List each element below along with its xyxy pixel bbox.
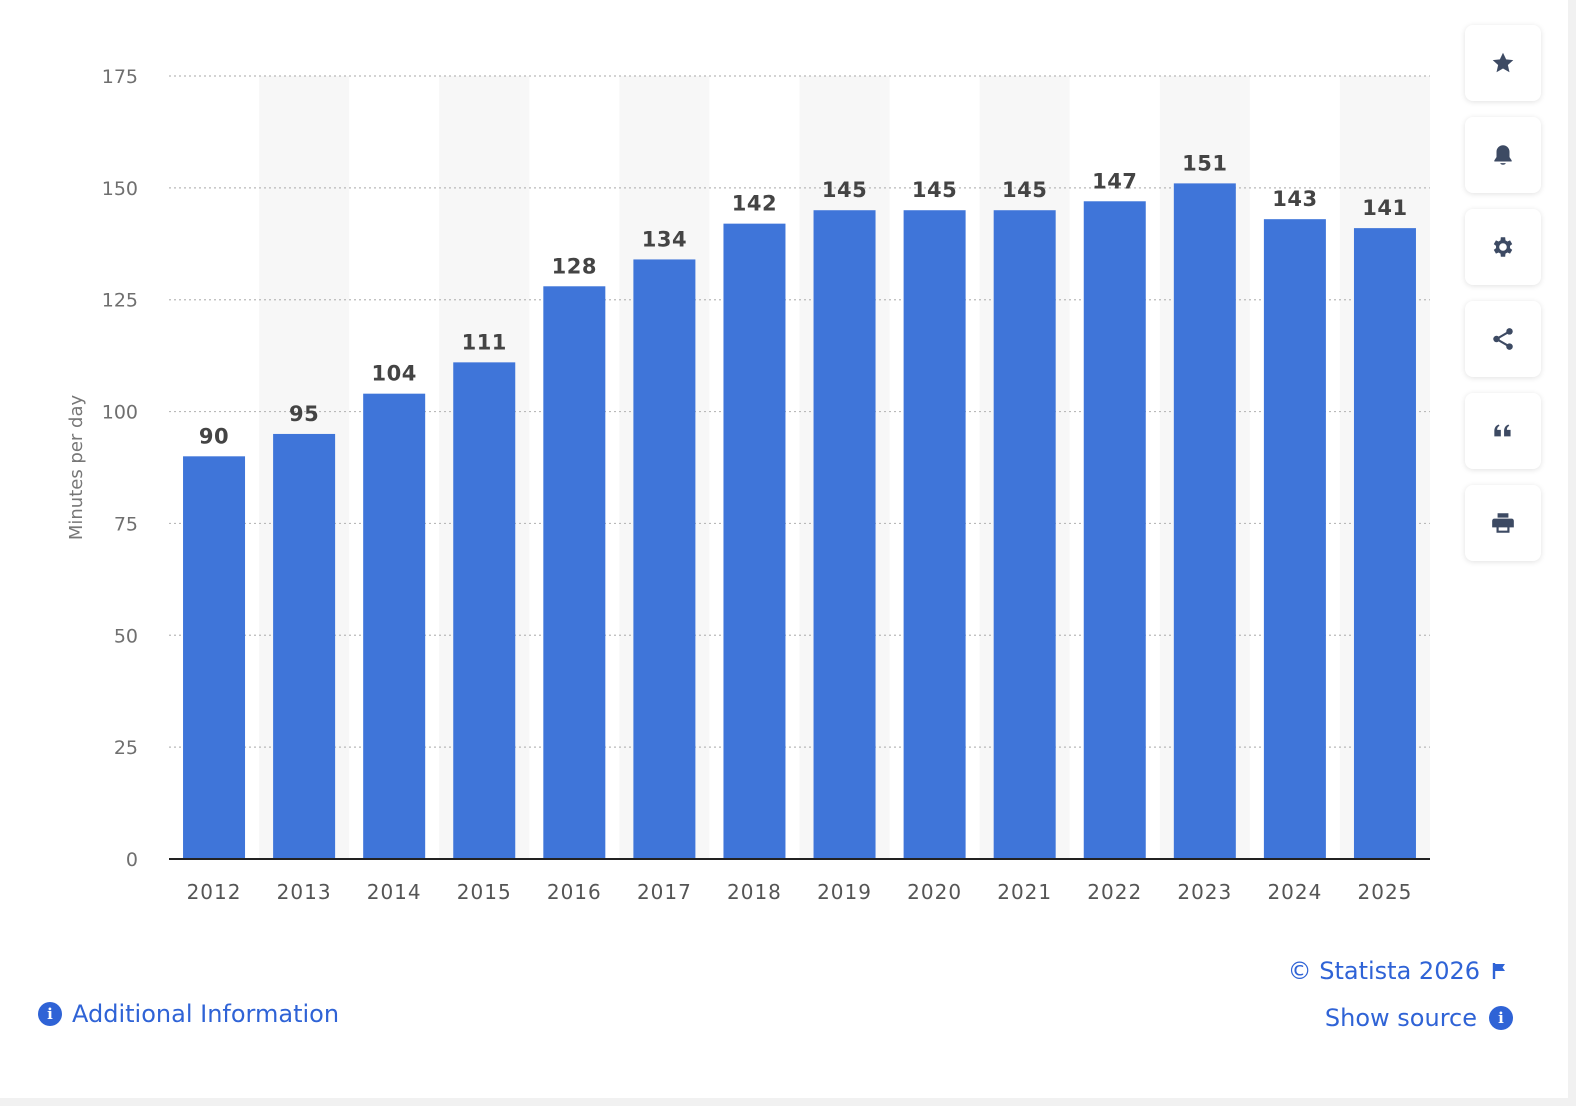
bell-icon xyxy=(1494,145,1512,165)
bar[interactable] xyxy=(1353,228,1416,859)
settings-button[interactable] xyxy=(1465,209,1541,285)
x-tick-label: 2020 xyxy=(907,880,962,904)
y-tick-label: 50 xyxy=(114,625,138,647)
x-tick-label: 2025 xyxy=(1358,880,1413,904)
gear-icon xyxy=(1493,237,1513,257)
y-tick-label: 125 xyxy=(102,290,138,312)
bar[interactable] xyxy=(543,286,606,859)
bar[interactable] xyxy=(813,210,876,859)
bar[interactable] xyxy=(903,210,966,859)
bar[interactable] xyxy=(453,362,516,859)
data-label: 143 xyxy=(1272,187,1317,211)
y-axis-title: Minutes per day xyxy=(66,394,87,540)
data-label: 145 xyxy=(1002,178,1047,202)
print-icon xyxy=(1492,513,1514,533)
x-tick-label: 2023 xyxy=(1177,880,1232,904)
bar[interactable] xyxy=(633,259,696,860)
y-tick-label: 100 xyxy=(102,402,138,424)
data-label: 145 xyxy=(822,178,867,202)
x-tick-label: 2022 xyxy=(1087,880,1142,904)
notification-button[interactable] xyxy=(1465,117,1541,193)
show-source-label: Show source xyxy=(1324,1004,1477,1032)
show-source-link[interactable]: Show source i xyxy=(1325,1004,1513,1032)
x-tick-label: 2012 xyxy=(187,880,242,904)
chart-toolbar xyxy=(1465,25,1541,561)
quote-icon xyxy=(1494,424,1511,437)
additional-information-label: Additional Information xyxy=(72,1000,340,1028)
y-tick-label: 0 xyxy=(126,849,138,871)
data-label: 141 xyxy=(1362,196,1407,220)
x-tick-label: 2015 xyxy=(457,880,512,904)
data-label: 142 xyxy=(732,192,777,216)
y-tick-label: 150 xyxy=(102,178,138,200)
bar[interactable] xyxy=(1083,201,1146,859)
bar-chart: 0 25 50 75 100 125 150 175 90 95 104 111 128 134 142 1… xyxy=(66,66,1430,904)
favorite-button[interactable] xyxy=(1465,25,1541,101)
share-button[interactable] xyxy=(1465,301,1541,377)
bar[interactable] xyxy=(1263,219,1326,860)
bar[interactable] xyxy=(363,393,426,859)
bar[interactable] xyxy=(723,223,786,859)
cite-button[interactable] xyxy=(1465,393,1541,469)
info-icon: i xyxy=(38,1002,62,1026)
additional-information-link[interactable]: i Additional Information xyxy=(38,1000,339,1028)
data-label: 147 xyxy=(1092,169,1137,193)
print-button[interactable] xyxy=(1465,485,1541,561)
data-label: 90 xyxy=(199,424,229,448)
x-tick-label: 2014 xyxy=(367,880,422,904)
bar[interactable] xyxy=(1173,183,1236,859)
data-label: 128 xyxy=(552,254,597,278)
data-label: 151 xyxy=(1182,151,1227,175)
data-label: 134 xyxy=(642,227,687,251)
copyright-label: © Statista 2026 xyxy=(1287,957,1480,985)
x-tick-label: 2021 xyxy=(997,880,1052,904)
y-tick-label: 175 xyxy=(102,66,138,88)
share-icon xyxy=(1493,328,1513,350)
data-label: 111 xyxy=(462,330,507,354)
x-tick-label: 2013 xyxy=(277,880,332,904)
x-tick-label: 2024 xyxy=(1267,880,1322,904)
x-tick-label: 2019 xyxy=(817,880,872,904)
x-tick-label: 2018 xyxy=(727,880,782,904)
x-tick-label: 2017 xyxy=(637,880,692,904)
bar[interactable] xyxy=(273,433,336,859)
y-tick-label: 25 xyxy=(114,737,138,759)
star-icon xyxy=(1492,52,1514,73)
data-label: 145 xyxy=(912,178,957,202)
x-tick-label: 2016 xyxy=(547,880,602,904)
y-tick-label: 75 xyxy=(114,513,138,535)
data-label: 104 xyxy=(372,362,417,386)
bar[interactable] xyxy=(993,210,1056,859)
copyright-notice: © Statista 2026 xyxy=(1288,957,1508,985)
data-label: 95 xyxy=(289,402,319,426)
info-icon: i xyxy=(1489,1006,1513,1030)
flag-icon[interactable] xyxy=(1492,962,1508,980)
bar[interactable] xyxy=(183,456,246,859)
